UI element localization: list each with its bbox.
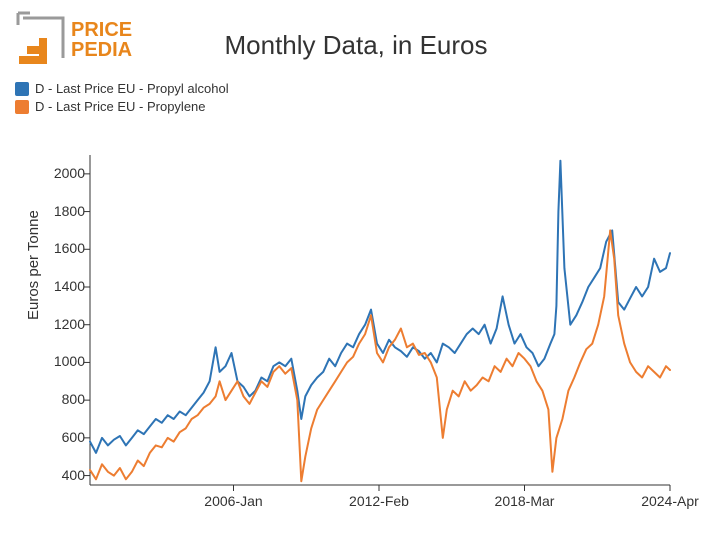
legend-swatch-1 — [15, 100, 29, 114]
chart-container: PRICE PEDIA Monthly Data, in Euros D - L… — [0, 0, 712, 555]
series-propyl_alcohol — [90, 161, 670, 453]
plot-svg — [90, 155, 670, 485]
legend-label-0: D - Last Price EU - Propyl alcohol — [35, 80, 229, 98]
y-axis-label: Euros per Tonne — [25, 210, 42, 320]
y-tick-label: 1800 — [45, 203, 85, 219]
legend-item-0: D - Last Price EU - Propyl alcohol — [15, 80, 229, 98]
x-tick-label: 2006-Jan — [204, 493, 262, 509]
y-tick-label: 2000 — [45, 165, 85, 181]
y-tick-label: 400 — [45, 467, 85, 483]
plot-area — [90, 155, 670, 485]
x-tick-label: 2012-Feb — [349, 493, 409, 509]
legend-swatch-0 — [15, 82, 29, 96]
y-tick-label: 600 — [45, 429, 85, 445]
legend-item-1: D - Last Price EU - Propylene — [15, 98, 229, 116]
y-tick-label: 1200 — [45, 316, 85, 332]
series-propylene — [90, 230, 670, 481]
y-tick-label: 1600 — [45, 240, 85, 256]
x-tick-label: 2024-Apr — [641, 493, 699, 509]
legend: D - Last Price EU - Propyl alcohol D - L… — [15, 80, 229, 116]
chart-title: Monthly Data, in Euros — [0, 30, 712, 61]
y-tick-label: 1400 — [45, 278, 85, 294]
legend-label-1: D - Last Price EU - Propylene — [35, 98, 206, 116]
y-tick-label: 800 — [45, 391, 85, 407]
y-tick-label: 1000 — [45, 353, 85, 369]
x-tick-label: 2018-Mar — [495, 493, 555, 509]
